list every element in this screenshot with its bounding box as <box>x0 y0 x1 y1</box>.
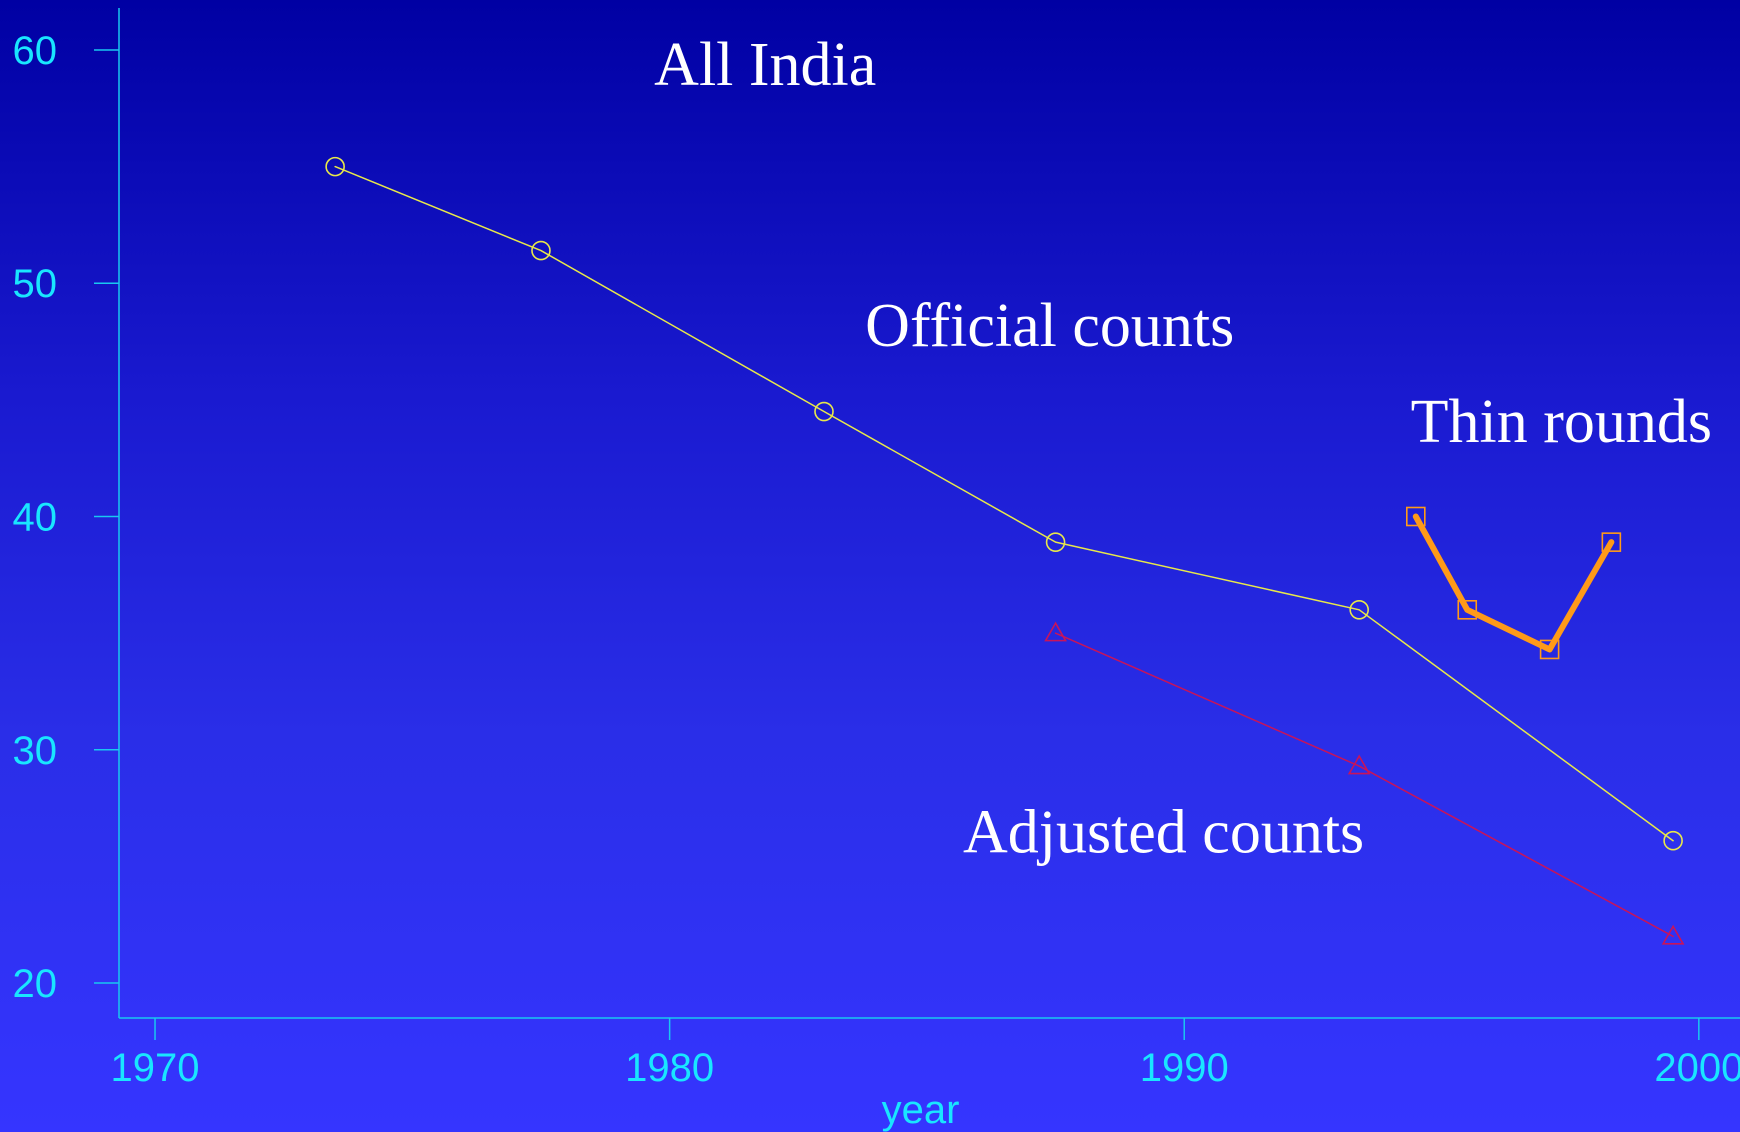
annotations-layer: All India Official counts Thin rounds Adjus… <box>654 31 1712 866</box>
x-tick-label: 1990 <box>1140 1046 1229 1090</box>
y-tick-label: 60 <box>13 29 58 73</box>
x-tick-label: 1970 <box>111 1046 200 1090</box>
axes: 20 30 40 50 60 1970 1980 1990 2000 year <box>13 8 1740 1132</box>
y-tick-label: 50 <box>13 262 58 306</box>
x-tick-label: 1980 <box>625 1046 714 1090</box>
data-point-circle <box>1349 600 1369 620</box>
data-point-square <box>1601 532 1622 552</box>
chart-annotation: Thin rounds <box>1411 388 1712 456</box>
data-point-circle <box>531 240 551 261</box>
series-line-2 <box>1054 632 1674 938</box>
y-tick-label: 30 <box>13 729 58 773</box>
data-point-square <box>1457 600 1478 620</box>
series-layer <box>325 156 1685 945</box>
data-point-triangle <box>1044 621 1067 642</box>
chart-annotation: All India <box>654 31 876 99</box>
chart-annotation: Adjusted counts <box>963 798 1364 866</box>
data-point-circle <box>814 401 834 422</box>
y-tick-label: 20 <box>13 962 58 1006</box>
y-tick-label: 40 <box>13 495 58 539</box>
x-axis-title: year <box>882 1088 960 1132</box>
data-point-circle <box>1045 532 1066 552</box>
series-line-3 <box>1412 513 1615 653</box>
data-point-square <box>1406 506 1426 527</box>
data-point-circle <box>1663 830 1683 851</box>
data-point-triangle <box>1347 754 1371 775</box>
series-line-1 <box>334 165 1674 842</box>
data-point-triangle <box>1661 924 1685 945</box>
data-point-circle <box>325 156 345 177</box>
x-tick-label: 2000 <box>1654 1046 1740 1090</box>
data-point-square <box>1539 639 1560 660</box>
chart-annotation: Official counts <box>865 292 1234 360</box>
